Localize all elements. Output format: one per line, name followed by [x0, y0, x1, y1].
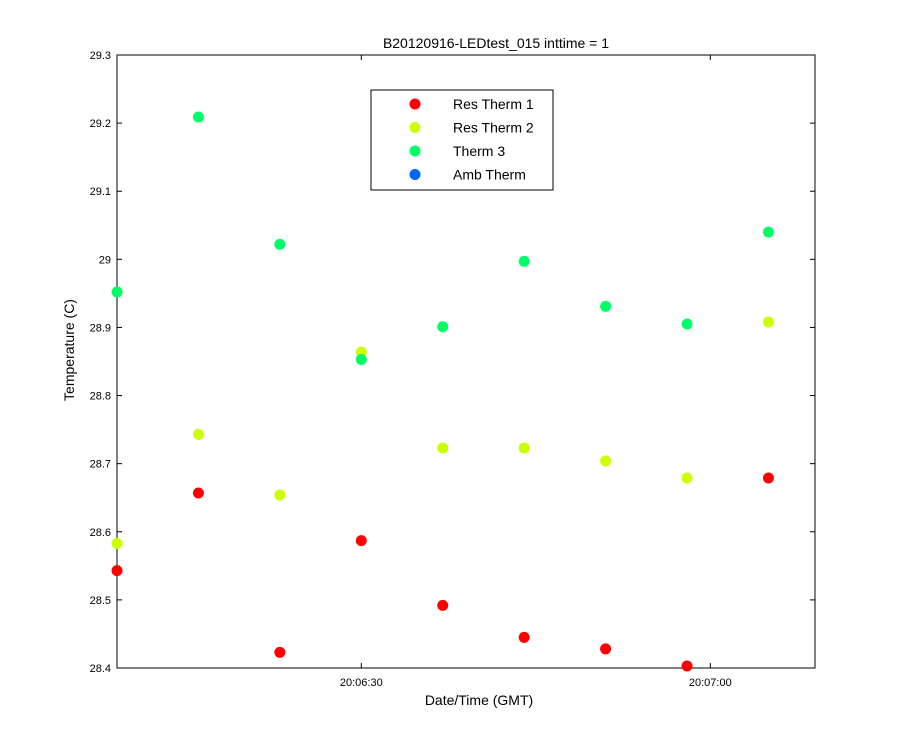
data-point: [355, 353, 367, 365]
legend-entry: Amb Therm: [453, 167, 526, 183]
y-tick-label: 28.9: [90, 322, 111, 334]
y-tick-label: 28.5: [90, 595, 111, 607]
data-point: [681, 318, 693, 330]
x-tick-label: 20:06:30: [340, 677, 383, 689]
data-point: [681, 660, 693, 672]
data-points: [111, 111, 774, 672]
data-point: [274, 489, 286, 501]
data-point: [274, 646, 286, 658]
y-tick-label: 28.7: [90, 459, 111, 471]
data-point: [762, 226, 774, 238]
data-point: [600, 643, 612, 655]
data-point: [111, 565, 123, 577]
legend-marker: [409, 145, 421, 157]
data-point: [192, 428, 204, 440]
legend-entry: Therm 3: [453, 143, 505, 159]
y-tick-label: 28.6: [90, 527, 111, 539]
legend-marker: [409, 122, 421, 133]
x-tick-label: 20:07:00: [689, 677, 732, 689]
y-axis-label: Temperature (C): [61, 299, 77, 401]
data-point: [192, 487, 204, 499]
data-point: [600, 455, 612, 467]
y-tick-label: 29.3: [90, 50, 111, 62]
chart-title: B20120916-LEDtest_015 inttime = 1: [383, 35, 609, 51]
y-tick-label: 28.4: [90, 663, 111, 675]
x-axis: 20:06:30 20:07:00: [340, 55, 732, 689]
data-point: [111, 537, 123, 549]
legend-entry: Res Therm 1: [453, 96, 534, 112]
data-point: [274, 238, 286, 250]
data-point: [355, 535, 367, 547]
y-tick-label: 28.8: [90, 391, 111, 403]
data-point: [518, 631, 530, 643]
legend-marker: [409, 98, 421, 110]
data-point: [437, 599, 449, 611]
legend-box: [370, 89, 554, 191]
y-tick-label: 29: [99, 254, 111, 266]
data-point: [518, 255, 530, 267]
x-axis-label: Date/Time (GMT): [425, 692, 533, 708]
legend-marker: [409, 169, 421, 180]
data-point: [762, 316, 774, 328]
data-point: [681, 472, 693, 484]
data-point: [192, 111, 204, 123]
y-tick-label: 29.2: [90, 118, 111, 130]
data-point: [762, 472, 774, 484]
legend: Res Therm 1 Res Therm 2 Therm 3 Amb Therm: [370, 89, 554, 191]
data-point: [600, 300, 612, 312]
data-point: [437, 321, 449, 333]
legend-entry: Res Therm 2: [453, 120, 534, 136]
data-point: [518, 442, 530, 454]
y-axis: 28.4 28.5 28.6 28.7 28.8 28.9 29 29.1 29.2 29.3: [90, 50, 815, 675]
data-point: [437, 442, 449, 454]
data-point: [111, 286, 123, 298]
y-tick-label: 29.1: [90, 186, 111, 198]
